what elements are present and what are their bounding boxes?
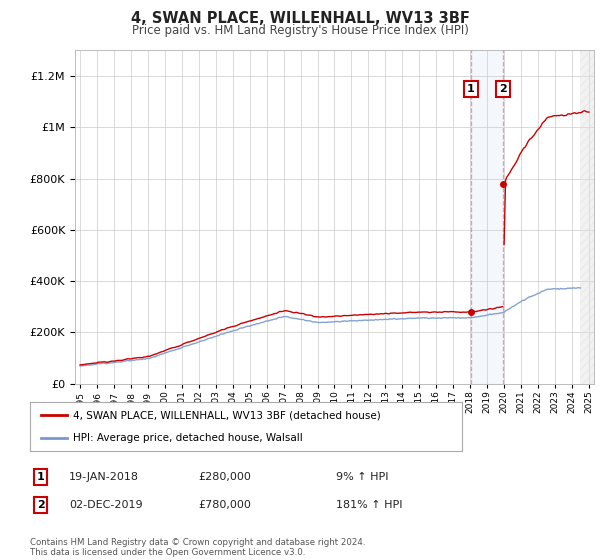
Text: 1: 1: [37, 472, 44, 482]
Text: Contains HM Land Registry data © Crown copyright and database right 2024.
This d: Contains HM Land Registry data © Crown c…: [30, 538, 365, 557]
Text: 9% ↑ HPI: 9% ↑ HPI: [336, 472, 389, 482]
Text: 2: 2: [499, 83, 506, 94]
Text: 02-DEC-2019: 02-DEC-2019: [69, 500, 143, 510]
Text: HPI: Average price, detached house, Walsall: HPI: Average price, detached house, Wals…: [73, 433, 303, 444]
Text: 181% ↑ HPI: 181% ↑ HPI: [336, 500, 403, 510]
Text: £280,000: £280,000: [198, 472, 251, 482]
Text: 4, SWAN PLACE, WILLENHALL, WV13 3BF: 4, SWAN PLACE, WILLENHALL, WV13 3BF: [131, 11, 469, 26]
Text: 2: 2: [37, 500, 44, 510]
Text: 1: 1: [467, 83, 475, 94]
Text: 4, SWAN PLACE, WILLENHALL, WV13 3BF (detached house): 4, SWAN PLACE, WILLENHALL, WV13 3BF (det…: [73, 410, 381, 421]
Text: 19-JAN-2018: 19-JAN-2018: [69, 472, 139, 482]
Bar: [580, 50, 598, 384]
Text: £780,000: £780,000: [198, 500, 251, 510]
Text: Price paid vs. HM Land Registry's House Price Index (HPI): Price paid vs. HM Land Registry's House …: [131, 24, 469, 37]
Bar: [471, 50, 503, 384]
